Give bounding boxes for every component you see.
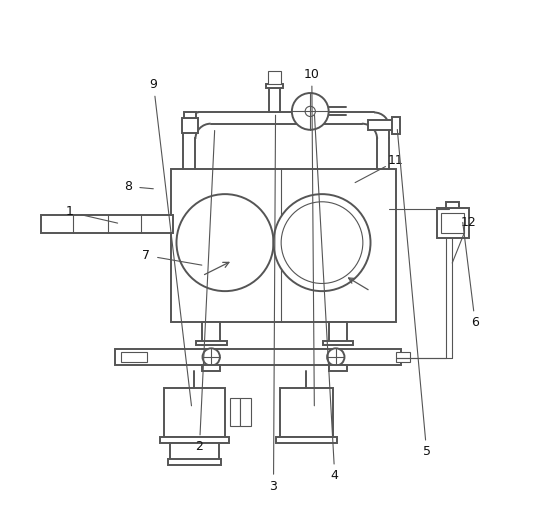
Bar xyxy=(182,118,198,133)
Bar xyxy=(437,208,469,238)
Bar xyxy=(329,365,347,371)
Text: 4: 4 xyxy=(331,469,339,482)
Text: 6: 6 xyxy=(472,316,479,329)
Circle shape xyxy=(292,93,329,130)
Bar xyxy=(268,71,281,84)
Text: 3: 3 xyxy=(270,480,277,493)
Bar xyxy=(240,399,251,426)
Bar xyxy=(160,437,229,443)
Text: 9: 9 xyxy=(149,78,158,91)
Text: 7: 7 xyxy=(142,249,150,262)
Text: 2: 2 xyxy=(195,440,203,453)
Bar xyxy=(168,458,221,465)
Bar xyxy=(441,213,464,233)
Bar xyxy=(329,322,347,345)
Bar xyxy=(121,352,147,362)
Circle shape xyxy=(327,349,345,366)
Bar xyxy=(368,120,396,130)
Text: 12: 12 xyxy=(461,216,476,229)
Text: 8: 8 xyxy=(124,180,132,193)
Circle shape xyxy=(202,349,220,366)
Circle shape xyxy=(305,106,316,117)
Bar xyxy=(184,113,196,118)
Circle shape xyxy=(177,194,274,291)
Circle shape xyxy=(281,202,363,283)
Bar xyxy=(230,399,240,426)
Bar xyxy=(202,365,220,371)
Bar xyxy=(446,202,459,208)
Bar xyxy=(270,88,280,113)
Bar xyxy=(276,437,337,443)
Text: 11: 11 xyxy=(388,154,404,167)
Circle shape xyxy=(274,194,370,291)
Bar xyxy=(202,322,220,345)
Bar xyxy=(280,388,333,437)
Bar xyxy=(115,349,401,365)
Bar xyxy=(392,117,400,134)
Bar xyxy=(196,341,226,345)
Text: 5: 5 xyxy=(423,445,430,458)
Bar xyxy=(170,443,219,460)
Bar xyxy=(171,169,396,322)
Bar xyxy=(396,352,410,362)
Text: 10: 10 xyxy=(304,68,320,81)
Bar xyxy=(323,341,353,345)
Text: 1: 1 xyxy=(65,205,73,218)
Bar xyxy=(164,388,225,437)
Bar xyxy=(266,84,283,88)
Bar xyxy=(41,215,173,233)
